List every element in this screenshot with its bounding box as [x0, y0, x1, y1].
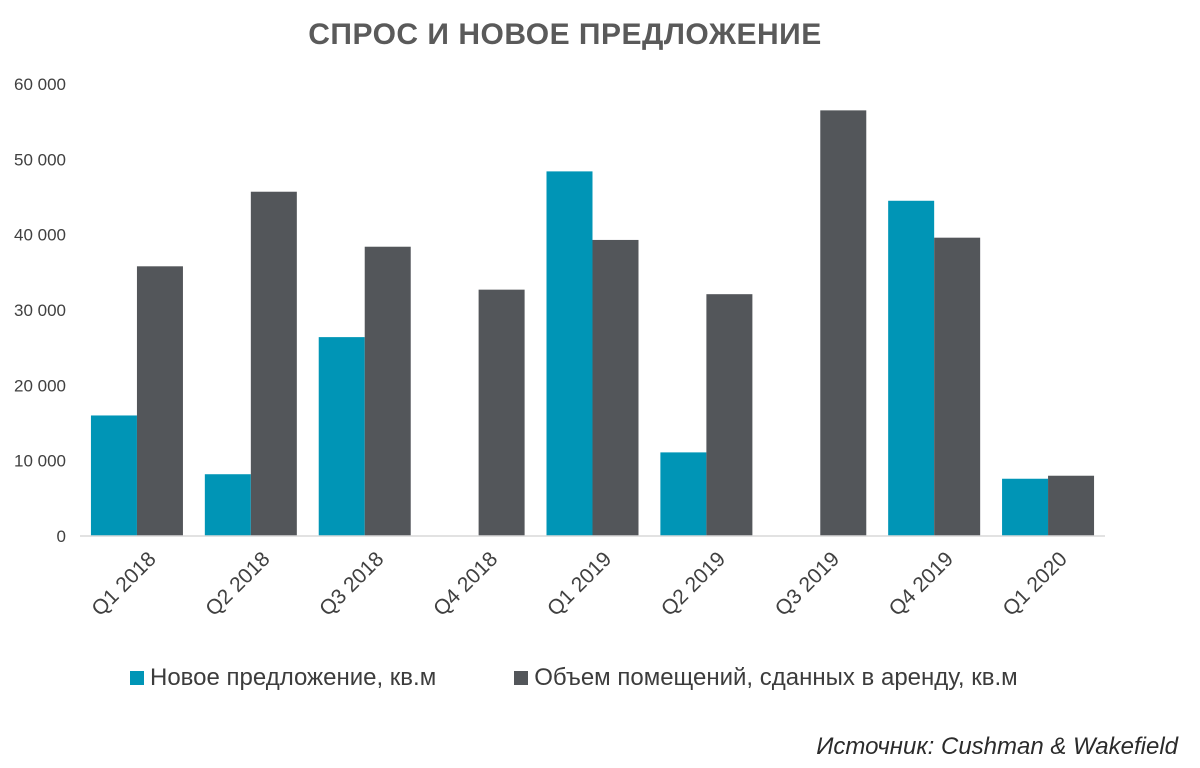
- source-note: Источник: Cushman & Wakefield: [816, 733, 1178, 760]
- bar-leased-space: [364, 246, 411, 536]
- x-tick-label: Q3 2018: [315, 547, 388, 620]
- x-tick-label: Q4 2018: [429, 547, 502, 620]
- bar-new-supply: [660, 452, 707, 536]
- y-axis-labels: 0 10 000 20 000 30 000 40 000 50 000 60 000: [14, 75, 66, 546]
- bar-leased-space: [136, 266, 183, 536]
- y-tick-label: 20 000: [14, 376, 66, 395]
- x-tick-label: Q1 2020: [999, 547, 1072, 620]
- x-tick-label: Q4 2019: [885, 547, 958, 620]
- bars: [90, 110, 1095, 537]
- y-tick-label: 60 000: [14, 75, 66, 94]
- legend: Новое предложение, кв.м Объем помещений,…: [130, 664, 1096, 692]
- legend-item-new-supply: Новое предложение, кв.м: [130, 664, 436, 692]
- legend-label-new-supply: Новое предложение, кв.м: [150, 664, 437, 691]
- bar-leased-space: [1048, 475, 1095, 536]
- legend-swatch-new-supply: [130, 671, 144, 685]
- y-tick-label: 50 000: [14, 150, 66, 169]
- y-tick-label: 30 000: [14, 301, 66, 320]
- x-tick-label: Q3 2019: [771, 547, 844, 620]
- x-tick-label: Q2 2018: [201, 547, 274, 620]
- legend-item-leased-space: Объем помещений, сданных в аренду, кв.м: [514, 664, 1018, 692]
- bar-chart: 0 10 000 20 000 30 000 40 000 50 000 60 000 Q1…: [14, 75, 1105, 621]
- bar-new-supply: [888, 200, 935, 536]
- bar-new-supply: [1002, 478, 1049, 536]
- bar-leased-space: [250, 191, 297, 536]
- x-tick-label: Q1 2018: [87, 547, 160, 620]
- legend-swatch-leased-space: [514, 671, 529, 685]
- y-tick-label: 0: [57, 527, 66, 546]
- x-tick-label: Q2 2019: [657, 547, 730, 620]
- bar-new-supply: [546, 171, 593, 537]
- x-axis-labels: Q1 2018 Q2 2018 Q3 2018 Q4 2018 Q1 2019 Q2 20…: [87, 547, 1071, 620]
- bar-leased-space: [478, 289, 525, 536]
- y-tick-label: 10 000: [14, 452, 66, 471]
- legend-label-leased-space: Объем помещений, сданных в аренду, кв.м: [534, 664, 1018, 691]
- bar-leased-space: [706, 294, 753, 536]
- y-tick-label: 40 000: [14, 226, 66, 245]
- x-tick-label: Q1 2019: [543, 547, 616, 620]
- bar-leased-space: [592, 239, 639, 536]
- chart-title: СПРОС И НОВОЕ ПРЕДЛОЖЕНИЕ: [308, 18, 822, 51]
- bar-new-supply: [204, 474, 251, 536]
- bar-leased-space: [934, 237, 981, 536]
- bar-new-supply: [90, 415, 137, 536]
- bar-leased-space: [820, 110, 867, 536]
- bar-new-supply: [318, 337, 365, 536]
